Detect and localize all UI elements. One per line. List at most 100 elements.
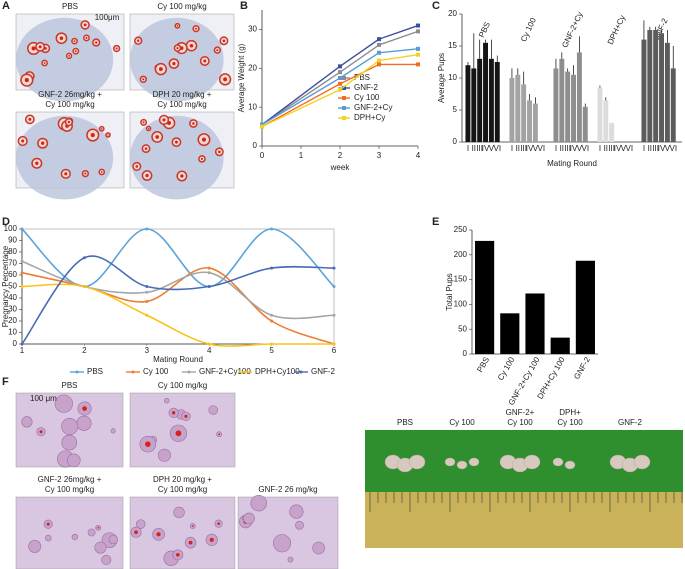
series-line (261, 48, 419, 126)
x-tick-label: 2 (338, 151, 343, 160)
point (270, 319, 274, 323)
legend-marker (342, 76, 346, 80)
follicle (94, 541, 107, 554)
image-label: Cy 100 mg/kg (157, 2, 206, 11)
x-tick-label: IV (658, 144, 666, 153)
y-tick-label: 50 (8, 282, 17, 291)
x-tick-label: V (665, 144, 671, 153)
series-line (21, 283, 334, 347)
oocyte (28, 117, 32, 121)
point (260, 124, 264, 129)
oocyte (115, 47, 118, 50)
oocyte (21, 139, 25, 143)
oocyte (180, 174, 184, 178)
x-tick-label: III (608, 144, 615, 153)
x-tick-label: 0 (260, 151, 265, 160)
oocyte (35, 161, 39, 165)
follicle (87, 528, 96, 537)
bar (559, 58, 565, 142)
scale-bar-label: 100μm (95, 13, 120, 22)
bar (483, 42, 488, 142)
y-tick-label: 20 (448, 9, 457, 18)
legend-label: DPH+Cy (354, 113, 385, 122)
series-line (261, 53, 419, 128)
follicle (208, 405, 218, 415)
ovary (456, 460, 468, 470)
oocyte (201, 137, 206, 142)
panel-label: A (2, 0, 10, 12)
follicle (250, 494, 267, 512)
legend-label: GNF-2 (311, 367, 336, 376)
bar (664, 42, 670, 142)
ruler (365, 492, 683, 548)
y-tick-label: 10 (8, 328, 17, 337)
image-label: GNF-2 26 mg/kg (258, 485, 317, 494)
point (416, 62, 420, 67)
group-label: GNF-2+Cy (560, 11, 584, 50)
point (377, 37, 381, 42)
bar (477, 58, 483, 142)
x-tick-label: I (643, 144, 645, 153)
oocyte (100, 171, 103, 173)
oocyte (217, 522, 220, 525)
x-tick-label: IV (526, 144, 534, 153)
bar (525, 293, 545, 354)
follicle (136, 519, 146, 529)
follicle (28, 540, 42, 553)
x-tick-label: 1 (299, 151, 304, 160)
x-tick-label: V (533, 144, 539, 153)
bar (509, 78, 515, 142)
ovary (468, 457, 480, 467)
oocyte (144, 147, 148, 150)
y-tick-label: 20 (248, 63, 257, 72)
photo-label: DPH+ (559, 408, 581, 417)
follicle (76, 415, 92, 431)
y-tick-label: 0 (463, 349, 468, 358)
point (145, 290, 149, 294)
x-tick-label: V (577, 144, 583, 153)
x-tick-label: Cy 100 (496, 355, 517, 382)
follicle (54, 394, 73, 413)
point (332, 266, 336, 270)
oocyte (142, 121, 145, 124)
x-tick-label: PBS (475, 356, 491, 374)
point (416, 29, 420, 34)
oocyte (174, 140, 178, 144)
y-tick-label: 80 (8, 247, 17, 256)
x-tick-label: III (476, 144, 483, 153)
point (338, 81, 342, 86)
legend-label: Cy 100 (143, 367, 169, 376)
y-tick-label: 10 (248, 102, 257, 111)
oocyte (192, 122, 195, 125)
bar (641, 39, 647, 142)
x-tick-label: VI (625, 144, 633, 153)
image-label: PBS (62, 2, 78, 11)
y-tick-label: 100 (454, 300, 468, 309)
oocyte (40, 141, 45, 145)
plot-frame (21, 228, 335, 345)
panel-label: E (432, 216, 439, 228)
scale-bar-label: 100 μm (30, 394, 57, 403)
x-tick-label: II (472, 144, 476, 153)
follicle (243, 512, 255, 525)
y-tick-label: 200 (454, 250, 468, 259)
follicle (108, 534, 118, 545)
follicle (101, 554, 112, 565)
x-tick-label: II (648, 144, 652, 153)
oocyte (175, 430, 182, 437)
oocyte (155, 135, 159, 139)
point (270, 227, 274, 231)
x-tick-label: II (560, 144, 564, 153)
y-tick-label: 150 (454, 275, 468, 284)
legend-marker (243, 370, 247, 374)
ovary (523, 454, 541, 470)
image-label: Cy 100 mg/kg (158, 381, 207, 390)
oocyte (137, 39, 140, 42)
oocyte (39, 430, 43, 434)
oocyte (46, 522, 50, 526)
oocyte (223, 77, 227, 82)
legend-label: DPH+Cy100 (255, 367, 300, 376)
oocyte (135, 165, 139, 168)
oocyte (90, 133, 95, 138)
y-tick-label: 30 (248, 25, 257, 34)
